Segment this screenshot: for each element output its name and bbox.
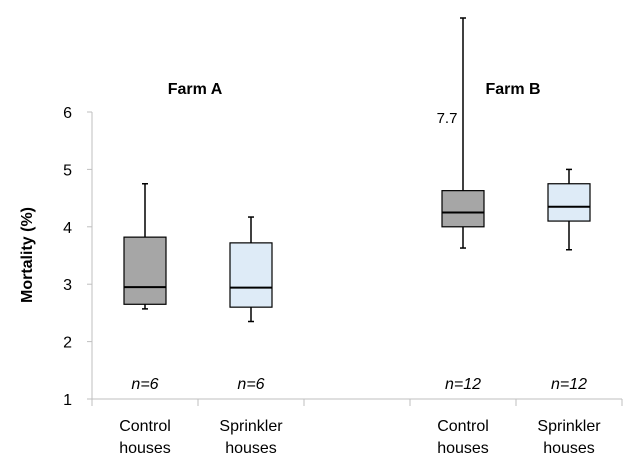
box-0-0: [123, 183, 167, 310]
group-label: Farm A: [168, 81, 223, 98]
n-label: n=6: [237, 376, 264, 393]
y-tick-label: 3: [63, 277, 72, 294]
y-tick-label: 2: [63, 335, 72, 352]
category-label: Control houses: [437, 418, 489, 457]
category-label: Control houses: [119, 418, 171, 457]
box-0-1: [229, 216, 273, 323]
box-1-0: [441, 17, 485, 249]
category-label: Sprinkler houses: [537, 418, 601, 457]
iqr-box: [229, 242, 273, 308]
y-tick-label: 6: [63, 105, 72, 122]
category-label: Sprinkler houses: [219, 418, 283, 457]
n-label: n=6: [131, 376, 158, 393]
annotation-label: 7.7: [437, 110, 458, 127]
y-tick-label: 1: [63, 392, 72, 409]
boxes: [123, 17, 591, 323]
axes: [87, 111, 623, 406]
n-label: n=12: [551, 376, 587, 393]
y-axis-title: Mortality (%): [19, 207, 36, 303]
group-label: Farm B: [485, 81, 540, 98]
iqr-box: [547, 183, 591, 222]
iqr-box: [123, 236, 167, 305]
box-1-1: [547, 168, 591, 251]
y-tick-label: 5: [63, 162, 72, 179]
labels: 1 2 3 4 5 6 Mortality (%) Farm A n=6 Control house…: [19, 81, 601, 457]
iqr-box: [441, 190, 485, 228]
y-tick-label: 4: [63, 220, 72, 237]
n-label: n=12: [445, 376, 481, 393]
